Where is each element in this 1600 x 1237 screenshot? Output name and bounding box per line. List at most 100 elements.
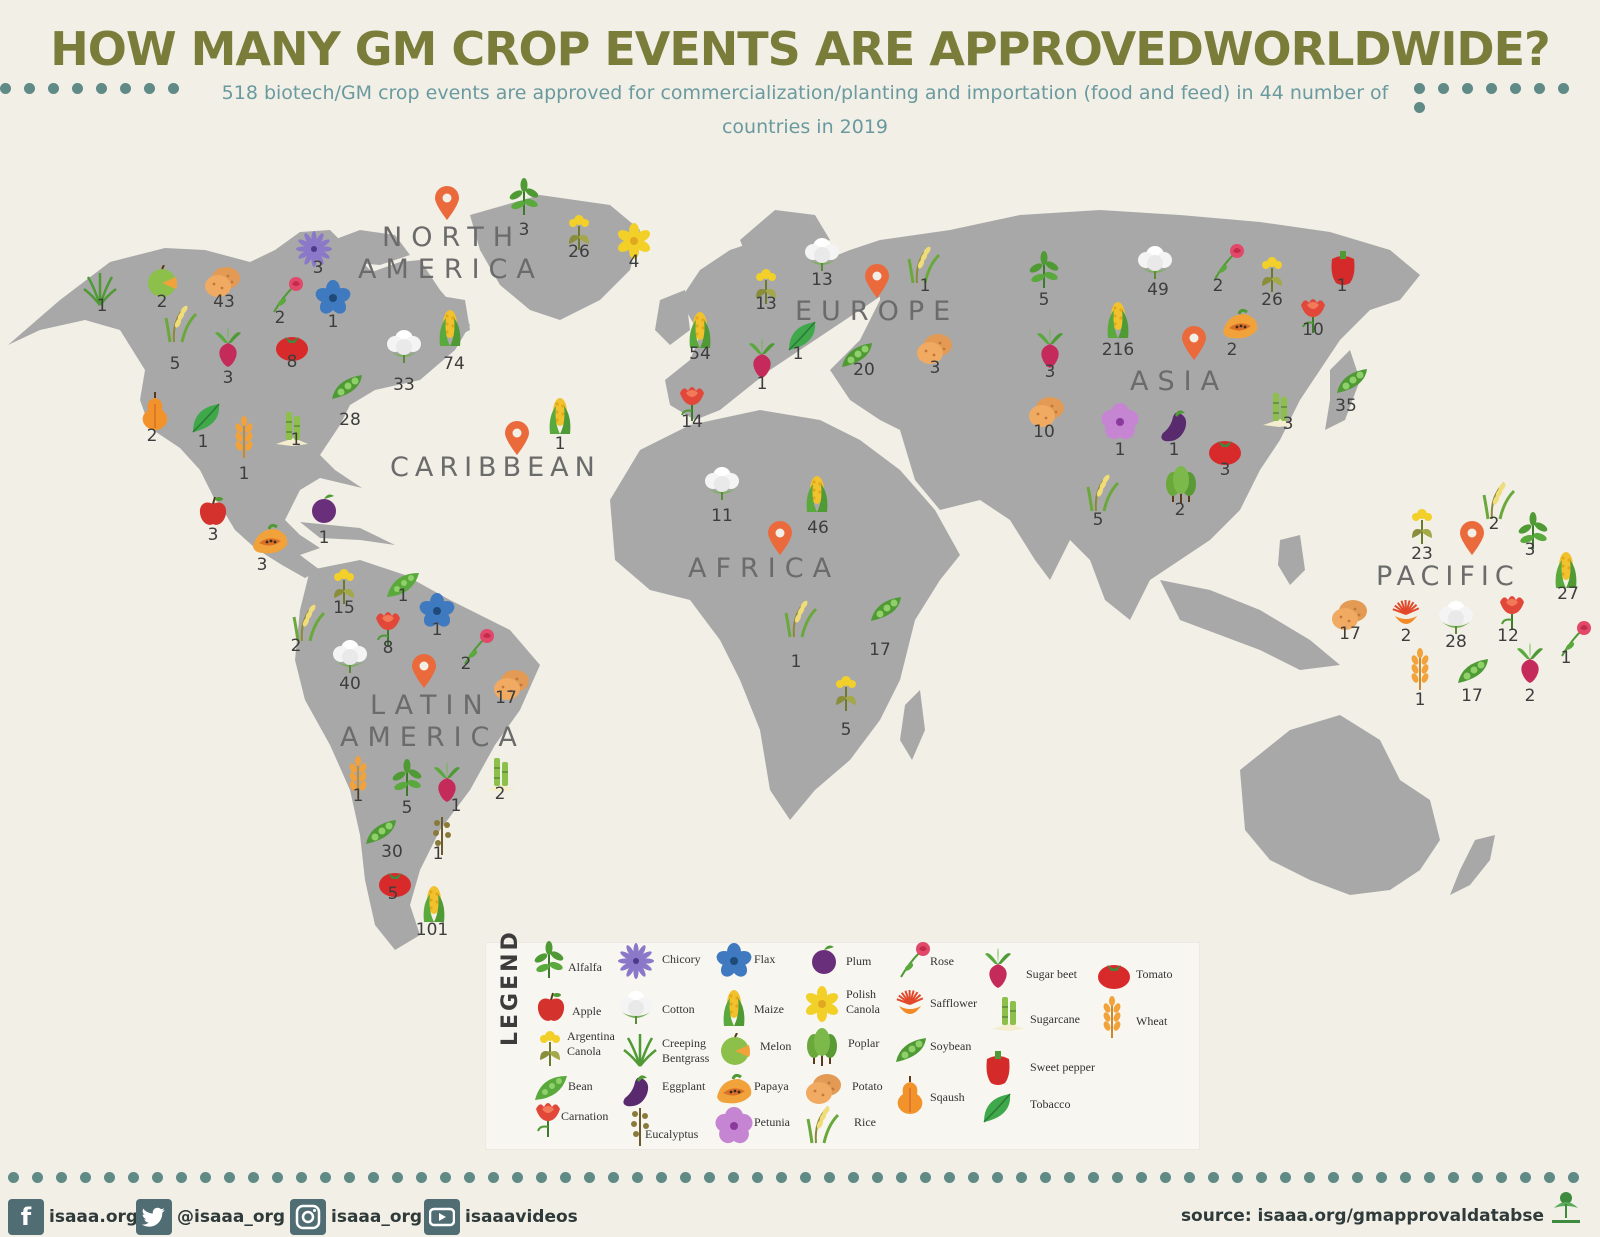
instagram-link[interactable]: isaaa_org bbox=[290, 1197, 422, 1237]
latin-america-bean-count: 1 bbox=[397, 586, 409, 606]
youtube-link[interactable]: isaaavideos bbox=[424, 1197, 578, 1237]
region-label-latin-america-2: AMERICA bbox=[340, 722, 526, 753]
pacific-wheat-count: 1 bbox=[1414, 690, 1426, 710]
sugar-beet-icon bbox=[430, 760, 464, 808]
sugarcane-icon bbox=[272, 408, 312, 452]
legend-label-poplar: Poplar bbox=[848, 1036, 880, 1050]
legend-apple-icon bbox=[534, 990, 568, 1028]
potato-icon bbox=[491, 665, 533, 707]
instagram-handle: isaaa_org bbox=[331, 1207, 423, 1227]
rice-icon bbox=[164, 302, 200, 348]
legend-squash-icon bbox=[893, 1074, 927, 1120]
facebook-link[interactable]: f isaaa.org bbox=[8, 1197, 138, 1237]
latin-america-eucalyptus-count: 1 bbox=[432, 844, 444, 864]
arabia-landmass bbox=[900, 430, 1000, 510]
carnation-icon bbox=[674, 383, 710, 427]
latin-america-soybean-count: 30 bbox=[381, 842, 403, 862]
region-label-africa: AFRICA bbox=[688, 553, 841, 584]
wheat-icon bbox=[1406, 648, 1434, 696]
legend-label-wheat: Wheat bbox=[1136, 1014, 1168, 1028]
north-america-landmass bbox=[8, 230, 470, 555]
sugarcane-icon bbox=[1259, 389, 1299, 433]
north-america-polish-canola-count: 4 bbox=[628, 252, 640, 272]
legend-creeping-bentgrass-icon bbox=[622, 1030, 658, 1072]
argentina-canola-icon bbox=[1254, 254, 1290, 298]
polish-canola-icon bbox=[616, 223, 652, 263]
subtitle-line-2: countries in 2019 bbox=[721, 116, 889, 138]
alfalfa-icon bbox=[1513, 511, 1553, 555]
asia-argentina-canola-count: 26 bbox=[1261, 290, 1283, 310]
legend-maize-icon bbox=[716, 986, 752, 1034]
alfalfa-icon bbox=[387, 758, 427, 802]
legend-flax-icon bbox=[716, 943, 752, 983]
greenland-landmass bbox=[470, 195, 640, 320]
location-pin-icon-pacific bbox=[1458, 520, 1486, 560]
asia-potato-count: 10 bbox=[1033, 422, 1055, 442]
region-label-pacific: PACIFIC bbox=[1376, 561, 1520, 592]
location-pin-icon-europe bbox=[863, 263, 891, 303]
plum-icon bbox=[308, 492, 340, 530]
argentina-canola-icon bbox=[828, 673, 864, 717]
potato-icon bbox=[202, 262, 244, 304]
legend-label-rice: Rice bbox=[854, 1115, 876, 1129]
chicory-icon bbox=[296, 231, 332, 271]
legend-label-eggplant: Eggplant bbox=[662, 1079, 706, 1093]
location-pin-icon-africa bbox=[766, 520, 794, 560]
source-credit: source: isaaa.org/gmapprovaldatabse bbox=[1180, 1206, 1544, 1226]
asia-eggplant-count: 1 bbox=[1168, 440, 1180, 460]
southeast-asia-islands bbox=[1160, 580, 1340, 670]
argentina-canola-icon bbox=[1404, 506, 1440, 550]
sugar-beet-icon bbox=[1513, 641, 1547, 689]
europe-rice-count: 1 bbox=[919, 276, 931, 296]
cotton-icon bbox=[1133, 241, 1177, 285]
pacific-maize-count: 27 bbox=[1557, 584, 1579, 604]
page-title: HOW MANY GM CROP EVENTS ARE APPROVEDWORL… bbox=[50, 22, 1550, 76]
sugar-beet-icon bbox=[745, 336, 779, 384]
legend-label-sugarcane: Sugarcane bbox=[1030, 1012, 1080, 1026]
twitter-handle: @isaaa_org bbox=[177, 1207, 286, 1227]
sugar-beet-icon bbox=[211, 325, 245, 373]
papaya-icon bbox=[249, 523, 291, 561]
rice-icon bbox=[907, 243, 943, 289]
twitter-link[interactable]: @isaaa_org bbox=[136, 1197, 285, 1237]
legend-argentina-canola-icon bbox=[532, 1028, 568, 1072]
north-america-creeping-bentgrass-count: 1 bbox=[96, 296, 108, 316]
cotton-icon bbox=[700, 462, 744, 506]
soybean-icon bbox=[362, 816, 402, 854]
legend-papaya-icon bbox=[713, 1073, 755, 1111]
legend-label-eucalyptus: Eucalyptus bbox=[645, 1127, 699, 1141]
sugar-beet-icon bbox=[1033, 326, 1067, 374]
legend-wheat-icon bbox=[1098, 996, 1126, 1044]
potato-icon bbox=[1026, 392, 1068, 434]
legend-label-soybean: Soybean bbox=[930, 1039, 972, 1053]
legend-eggplant-icon bbox=[619, 1070, 653, 1114]
legend-poplar-icon bbox=[802, 1028, 842, 1072]
legend-label-cotton: Cotton bbox=[662, 1002, 695, 1016]
wheat-icon bbox=[344, 756, 372, 804]
legend-sugarcane-icon bbox=[988, 993, 1028, 1037]
poplar-icon bbox=[1161, 466, 1201, 510]
tomato-icon bbox=[376, 865, 414, 903]
argentina-canola-icon bbox=[748, 266, 784, 310]
subtitle-line-1: 518 biotech/GM crop events are approved … bbox=[221, 82, 1389, 104]
europe-maize-count: 54 bbox=[689, 344, 711, 364]
legend-rose-icon bbox=[895, 939, 933, 983]
legend-potato-icon bbox=[803, 1069, 845, 1111]
maize-icon bbox=[1548, 548, 1584, 596]
latin-america-flax-count: 1 bbox=[431, 620, 443, 640]
maize-icon bbox=[432, 306, 468, 354]
north-america-squash-count: 2 bbox=[146, 426, 158, 446]
rice-icon bbox=[1086, 471, 1122, 517]
asia-carnation-count: 10 bbox=[1302, 320, 1324, 340]
asia-sugarcane-count: 3 bbox=[1282, 414, 1294, 434]
bottom-dot-divider bbox=[8, 1168, 1600, 1183]
legend-label-polish-canola: Polish Canola bbox=[846, 987, 880, 1016]
legend-label-maize: Maize bbox=[754, 1002, 784, 1016]
argentina-canola-icon bbox=[561, 212, 597, 256]
maize-icon bbox=[682, 308, 718, 356]
potato-icon bbox=[914, 329, 956, 371]
legend-bean-icon bbox=[531, 1070, 571, 1110]
tobacco-icon bbox=[785, 318, 821, 358]
region-label-asia: ASIA bbox=[1130, 366, 1229, 397]
pacific-alfalfa-count: 3 bbox=[1524, 540, 1536, 560]
